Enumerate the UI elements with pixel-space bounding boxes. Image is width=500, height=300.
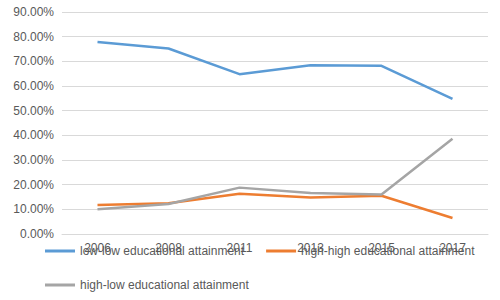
svg-text:0.00%: 0.00% [20, 227, 54, 241]
svg-text:80.00%: 80.00% [13, 30, 54, 44]
svg-text:10.00%: 10.00% [13, 202, 54, 216]
svg-text:90.00%: 90.00% [13, 5, 54, 19]
svg-text:40.00%: 40.00% [13, 128, 54, 142]
svg-text:20.00%: 20.00% [13, 178, 54, 192]
svg-text:70.00%: 70.00% [13, 54, 54, 68]
svg-text:high-high educational attainme: high-high educational attainment [301, 244, 475, 258]
svg-text:60.00%: 60.00% [13, 79, 54, 93]
svg-text:50.00%: 50.00% [13, 104, 54, 118]
svg-text:low-low educational attainment: low-low educational attainment [80, 244, 245, 258]
svg-text:high-low educational attainmen: high-low educational attainment [80, 278, 249, 292]
svg-text:30.00%: 30.00% [13, 153, 54, 167]
